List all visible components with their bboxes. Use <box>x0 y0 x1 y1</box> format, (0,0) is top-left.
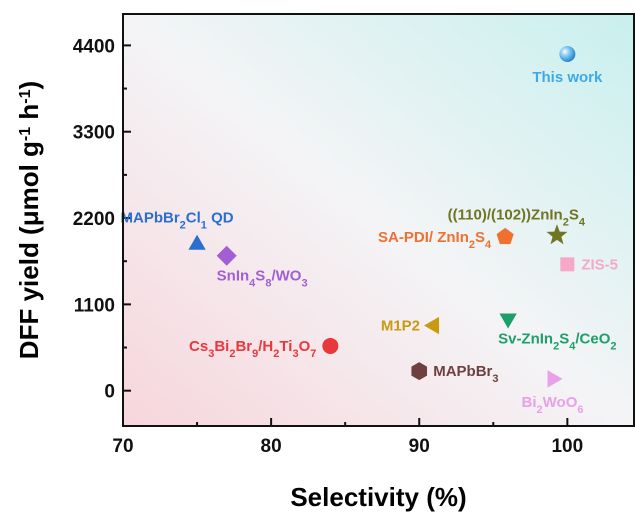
label-part: S <box>559 330 569 347</box>
cs3bi2br9-marker <box>322 337 339 354</box>
x-tick-label: 100 <box>551 436 583 457</box>
y-axis-title-part: -1 <box>17 127 34 141</box>
y-tick-label: 2200 <box>73 209 115 230</box>
label-part: SnIn <box>217 268 250 285</box>
label-part: This work <box>532 69 603 86</box>
label-part: 7 <box>310 348 316 360</box>
label-part: 4 <box>249 278 256 290</box>
zis-5-marker <box>560 257 575 272</box>
x-tick-label: 90 <box>409 436 430 457</box>
x-axis-title: Selectivity (%) <box>290 482 466 512</box>
label-part: 3 <box>492 373 498 385</box>
label-part: 3 <box>292 348 298 360</box>
data-points <box>188 46 576 388</box>
zis-sa-label: ((110)/(102))ZnIn2S4 <box>448 206 586 228</box>
label-part: 2 <box>610 340 616 352</box>
plot-background <box>123 14 634 426</box>
axes: 70 80 90 100 0 1100 2200 3300 4400 <box>73 36 583 457</box>
label-part: S <box>475 229 485 246</box>
label-part: Cl <box>186 210 201 227</box>
label-part: QD <box>207 210 234 227</box>
mapbbrcl-label: MAPbBr2Cl1 QD <box>121 210 234 232</box>
sv-zis-marker <box>499 313 517 329</box>
label-part: 2 <box>273 348 279 360</box>
label-part: 2 <box>469 239 475 251</box>
label-part: M1P2 <box>381 318 420 335</box>
label-part: 8 <box>265 278 271 290</box>
y-axis-title-part: -1 <box>17 89 34 103</box>
y-tick-label: 4400 <box>73 36 115 57</box>
sa-pdi-marker <box>496 227 514 245</box>
cs3bi2br9-label: Cs3Bi2Br9/H2Ti3O7 <box>189 338 316 360</box>
y-axis-title: DFF yield (μmol g-1 h-1) <box>14 81 44 359</box>
label-part: S <box>569 206 579 223</box>
snin4s8-label: SnIn4S8/WO3 <box>217 268 308 290</box>
label-part: MAPbBr <box>433 363 492 380</box>
y-tick-label: 1100 <box>74 295 115 316</box>
label-part: 4 <box>485 239 492 251</box>
snin4s8-marker <box>216 245 237 266</box>
label-part: /CeO <box>575 330 610 347</box>
plot-frame <box>122 13 635 427</box>
label-part: 2 <box>563 216 569 228</box>
label-part: SA-PDI/ ZnIn <box>378 229 469 246</box>
y-axis-title-part: h <box>14 104 44 127</box>
label-part: ((110)/(102))ZnIn <box>448 206 563 223</box>
zis-5-label: ZIS-5 <box>581 256 618 273</box>
label-part: 2 <box>553 340 559 352</box>
this-work-label: This work <box>532 69 603 86</box>
label-part: Cs <box>189 338 208 355</box>
mapbbr3-label: MAPbBr3 <box>433 363 498 385</box>
label-part: 6 <box>577 404 583 416</box>
this-work-marker <box>559 46 576 63</box>
bi2wo6-label: Bi2WoO6 <box>522 394 584 416</box>
label-part: /WO <box>271 268 301 285</box>
label-part: ZIS-5 <box>581 256 618 273</box>
label-part: O <box>299 338 311 355</box>
x-tick-label: 70 <box>112 436 133 457</box>
label-part: 4 <box>569 340 576 352</box>
label-part: 3 <box>301 278 307 290</box>
y-tick-label: 3300 <box>73 123 115 144</box>
y-axis-title-part: ) <box>14 81 44 90</box>
label-part: WoO <box>543 394 578 411</box>
label-part: 4 <box>579 216 586 228</box>
label-part: 2 <box>180 220 186 232</box>
sa-pdi-label: SA-PDI/ ZnIn2S4 <box>378 229 492 251</box>
sv-zis-label: Sv-ZnIn2S4/CeO2 <box>498 330 616 352</box>
x-tick-label: 80 <box>261 436 282 457</box>
label-part: Bi <box>214 338 229 355</box>
zis-sa-marker <box>546 224 568 245</box>
y-tick-label: 0 <box>104 382 115 403</box>
label-part: Ti <box>279 338 292 355</box>
m1p2-marker <box>424 316 440 335</box>
y-axis-title-part: DFF yield (μmol g <box>14 141 44 359</box>
label-part: /H <box>258 338 273 355</box>
mapbbrcl-marker <box>188 234 206 250</box>
label-part: MAPbBr <box>121 210 180 227</box>
label-part: 9 <box>252 348 258 360</box>
mapbbr3-marker <box>411 362 428 381</box>
label-part: 1 <box>201 220 207 232</box>
label-part: 2 <box>537 404 543 416</box>
bi2wo6-marker <box>547 370 563 388</box>
label-part: Sv-ZnIn <box>498 330 553 347</box>
m1p2-label: M1P2 <box>381 318 420 335</box>
label-part: 3 <box>208 348 214 360</box>
label-part: S <box>255 268 265 285</box>
label-part: 2 <box>229 348 235 360</box>
label-part: Bi <box>522 394 537 411</box>
label-part: Br <box>235 338 252 355</box>
